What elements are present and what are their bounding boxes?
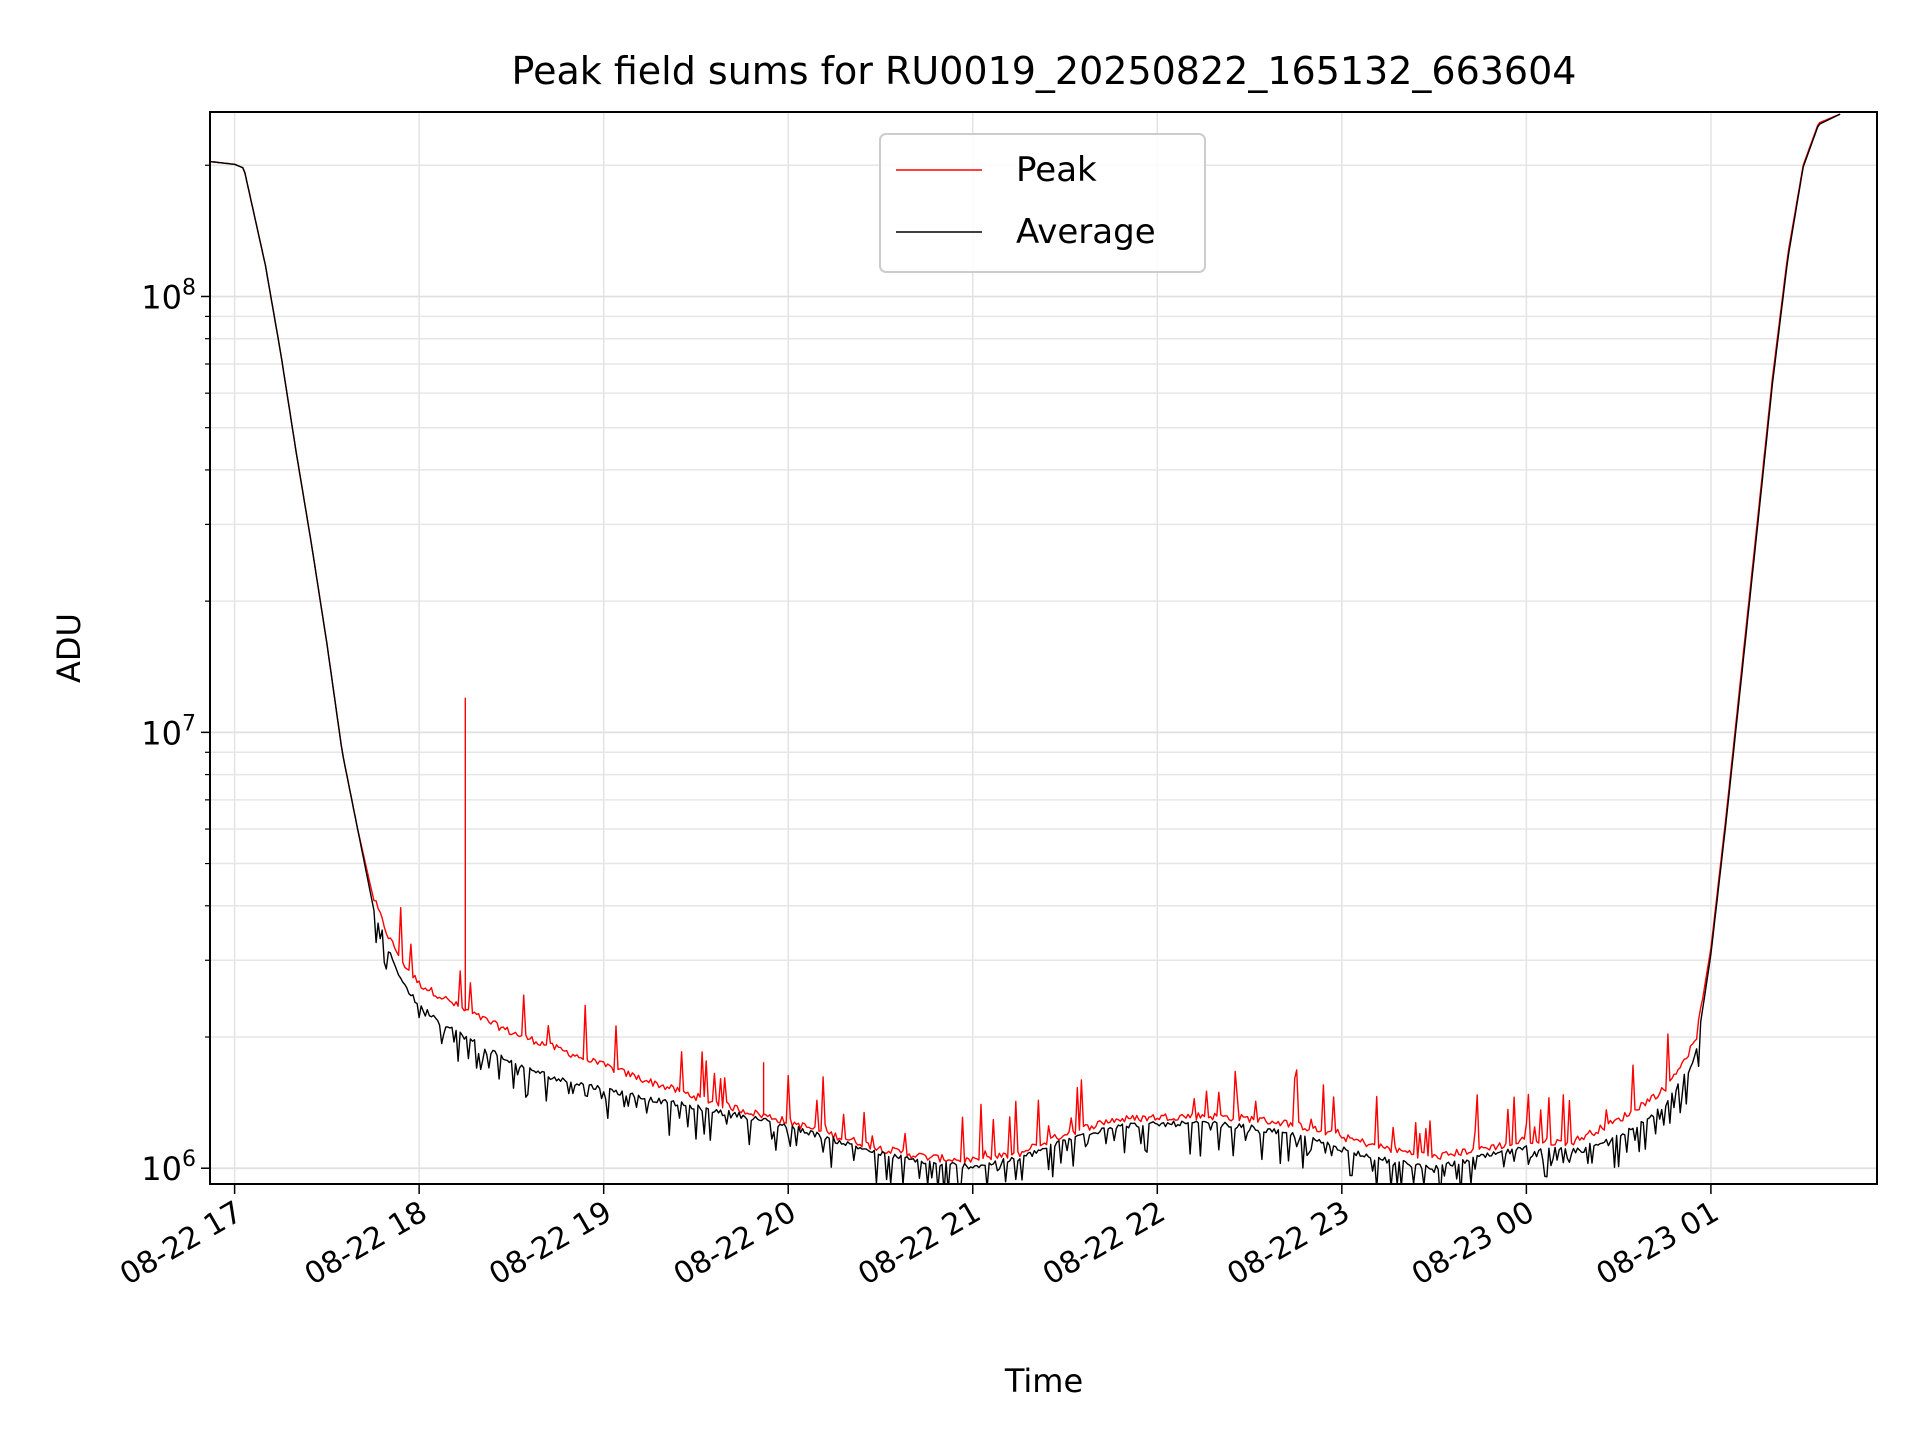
legend: Peak Average	[879, 133, 1206, 273]
y-tick-label: 106	[141, 1147, 196, 1188]
y-axis: 106 107 108	[141, 164, 210, 1188]
x-axis-label: Time	[1004, 1362, 1083, 1400]
legend-box	[879, 133, 1206, 273]
plot-frame	[209, 111, 1878, 1185]
y-axis-label: ADU	[50, 613, 88, 683]
chart-title: Peak field sums for RU0019_20250822_1651…	[512, 49, 1577, 93]
series-line-average	[210, 113, 1841, 1184]
legend-label-average: Average	[1016, 212, 1156, 252]
series-layer	[210, 113, 1841, 1184]
legend-label-peak: Peak	[1016, 150, 1097, 190]
grid	[210, 112, 1877, 1184]
y-tick-label: 107	[141, 711, 196, 752]
series-line-peak	[210, 113, 1841, 1164]
y-tick-label: 108	[141, 275, 196, 316]
